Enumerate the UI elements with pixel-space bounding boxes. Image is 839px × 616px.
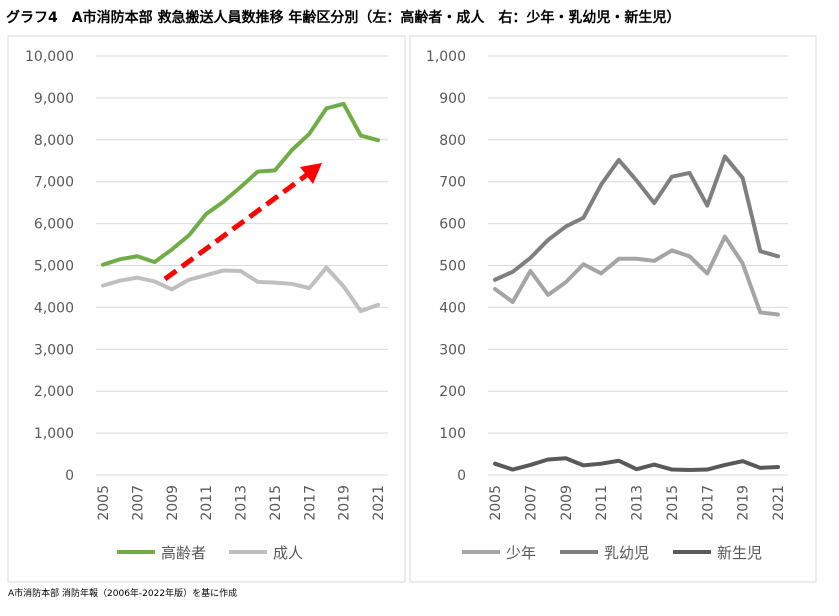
left-chart-frame [7, 35, 406, 583]
series-line-乳幼児 [493, 154, 780, 282]
x-tick-label: 2017 [302, 485, 318, 521]
y-tick-label: 500 [439, 259, 466, 275]
x-tick-label: 2007 [130, 485, 146, 521]
y-tick-label: 1,000 [34, 426, 74, 442]
x-tick-label: 2017 [700, 485, 716, 521]
y-tick-label: 0 [65, 468, 74, 484]
x-tick-label: 2021 [371, 485, 387, 521]
y-tick-label: 400 [439, 300, 466, 316]
series-line-新生児 [493, 456, 780, 472]
y-tick-label: 0 [457, 468, 466, 484]
y-tick-label: 8,000 [34, 133, 74, 149]
series-line-成人 [101, 265, 380, 314]
y-tick-label: 3,000 [34, 342, 74, 358]
trend-arrow [163, 163, 322, 282]
y-tick-label: 1,000 [426, 49, 466, 65]
y-tick-label: 700 [439, 175, 466, 191]
right-chart: 0 100 200 300 400 500 600 700 800 900 1,000 2005 200… [426, 49, 788, 562]
x-tick-label: 2009 [165, 485, 181, 521]
legend-label: 新生児 [717, 544, 762, 562]
y-tick-label: 6,000 [34, 217, 74, 233]
y-tick-label: 200 [439, 384, 466, 400]
y-tick-label: 800 [439, 133, 466, 149]
y-tick-label: 4,000 [34, 300, 74, 316]
x-tick-label: 2009 [559, 485, 575, 521]
y-tick-label: 2,000 [34, 384, 74, 400]
series-line-高齢者 [101, 101, 380, 267]
x-tick-label: 2005 [96, 485, 112, 521]
legend-label: 少年 [506, 544, 536, 562]
y-tick-label: 600 [439, 217, 466, 233]
x-tick-label: 2013 [234, 485, 250, 521]
x-tick-label: 2011 [594, 485, 610, 521]
legend-label: 乳幼児 [604, 544, 649, 562]
x-tick-label: 2007 [523, 485, 539, 521]
x-tick-label: 2019 [337, 485, 353, 521]
x-tick-label: 2011 [199, 485, 215, 521]
legend-label: 高齢者 [161, 544, 206, 562]
x-tick-label: 2005 [488, 485, 504, 521]
y-tick-label: 9,000 [34, 91, 74, 107]
chart-title: グラフ4 A市消防本部 救急搬送人員数推移 年齢区分別（左：高齢者・成人 右：少… [6, 9, 680, 26]
x-tick-label: 2013 [630, 485, 646, 521]
y-tick-label: 10,000 [25, 49, 74, 65]
left-chart: 0 1,000 2,000 3,000 4,000 5,000 6,000 7,000 8,00… [25, 49, 388, 562]
right-chart-frame [409, 35, 817, 583]
y-tick-label: 100 [439, 426, 466, 442]
x-tick-label: 2021 [771, 485, 787, 521]
legend-label: 成人 [273, 544, 303, 562]
x-tick-label: 2019 [736, 485, 752, 521]
footnote: A市消防本部 消防年報（2006年-2022年版）を基に作成 [8, 587, 237, 599]
y-tick-label: 5,000 [34, 259, 74, 275]
x-tick-label: 2015 [665, 485, 681, 521]
x-tick-label: 2015 [268, 485, 284, 521]
y-tick-label: 7,000 [34, 175, 74, 191]
series-line-少年 [493, 234, 780, 317]
y-tick-label: 900 [439, 91, 466, 107]
y-tick-label: 300 [439, 342, 466, 358]
